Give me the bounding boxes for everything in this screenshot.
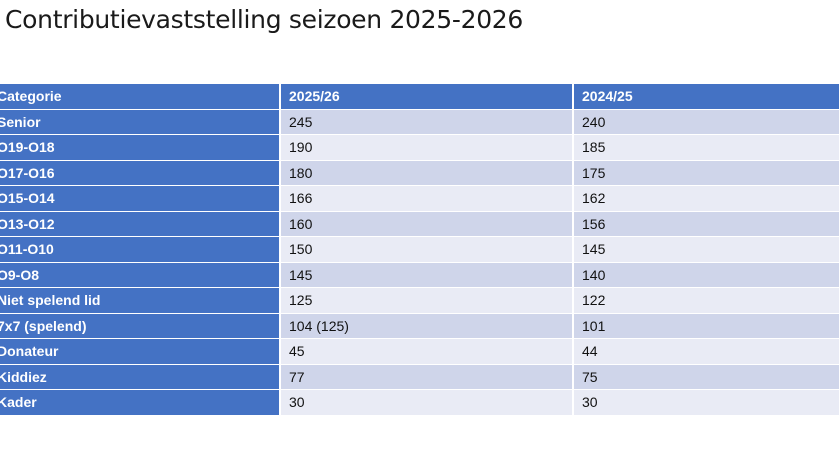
fee-2024-25-cell: 175 bbox=[573, 160, 840, 186]
fee-2025-26-cell: 145 bbox=[280, 262, 574, 288]
fee-table: Categorie 2025/26 2024/25 Senior 245 240… bbox=[0, 84, 840, 416]
table-row: O13-O12 160 156 bbox=[0, 211, 840, 237]
column-header-category: Categorie bbox=[0, 84, 281, 110]
table-row: O15-O14 166 162 bbox=[0, 185, 840, 212]
fee-2024-25-cell: 240 bbox=[573, 109, 840, 135]
fee-2025-26-cell: 77 bbox=[280, 364, 574, 390]
category-cell: O19-O18 bbox=[0, 134, 281, 161]
fee-2024-25-cell: 75 bbox=[573, 364, 840, 390]
fee-2024-25-cell: 162 bbox=[573, 185, 840, 212]
table-row: O17-O16 180 175 bbox=[0, 160, 840, 186]
category-cell: Donateur bbox=[0, 338, 281, 365]
fee-2024-25-cell: 122 bbox=[573, 287, 840, 314]
fee-2025-26-cell: 150 bbox=[280, 236, 574, 263]
category-cell: Kiddiez bbox=[0, 364, 281, 390]
table-row: Kiddiez 77 75 bbox=[0, 364, 840, 390]
fee-2025-26-cell: 245 bbox=[280, 109, 574, 135]
table-row: O19-O18 190 185 bbox=[0, 134, 840, 161]
category-cell: 7x7 (spelend) bbox=[0, 313, 281, 339]
category-cell: Niet spelend lid bbox=[0, 287, 281, 314]
fee-2025-26-cell: 160 bbox=[280, 211, 574, 237]
table-row: O9-O8 145 140 bbox=[0, 262, 840, 288]
fee-2025-26-cell: 180 bbox=[280, 160, 574, 186]
column-header-2025-26: 2025/26 bbox=[280, 84, 574, 110]
category-cell: O13-O12 bbox=[0, 211, 281, 237]
category-cell: Senior bbox=[0, 109, 281, 135]
column-header-2024-25: 2024/25 bbox=[573, 84, 840, 110]
fee-2024-25-cell: 44 bbox=[573, 338, 840, 365]
fee-2024-25-cell: 140 bbox=[573, 262, 840, 288]
fee-2025-26-cell: 125 bbox=[280, 287, 574, 314]
table-row: Donateur 45 44 bbox=[0, 338, 840, 365]
fee-2025-26-cell: 30 bbox=[280, 389, 574, 416]
table-header-row: Categorie 2025/26 2024/25 bbox=[0, 84, 840, 110]
table-row: Kader 30 30 bbox=[0, 389, 840, 416]
table-row: 7x7 (spelend) 104 (125) 101 bbox=[0, 313, 840, 339]
table-row: Senior 245 240 bbox=[0, 109, 840, 135]
fee-2024-25-cell: 145 bbox=[573, 236, 840, 263]
category-cell: O9-O8 bbox=[0, 262, 281, 288]
fee-2024-25-cell: 156 bbox=[573, 211, 840, 237]
category-cell: O15-O14 bbox=[0, 185, 281, 212]
category-cell: O11-O10 bbox=[0, 236, 281, 263]
fee-2025-26-cell: 104 (125) bbox=[280, 313, 574, 339]
slide-title: Contributievaststelling seizoen 2025-202… bbox=[5, 5, 524, 34]
fee-2024-25-cell: 185 bbox=[573, 134, 840, 161]
fee-2024-25-cell: 30 bbox=[573, 389, 840, 416]
table-row: O11-O10 150 145 bbox=[0, 236, 840, 263]
category-cell: Kader bbox=[0, 389, 281, 416]
fee-2025-26-cell: 45 bbox=[280, 338, 574, 365]
fee-2025-26-cell: 190 bbox=[280, 134, 574, 161]
fee-2024-25-cell: 101 bbox=[573, 313, 840, 339]
table-row: Niet spelend lid 125 122 bbox=[0, 287, 840, 314]
fee-2025-26-cell: 166 bbox=[280, 185, 574, 212]
category-cell: O17-O16 bbox=[0, 160, 281, 186]
